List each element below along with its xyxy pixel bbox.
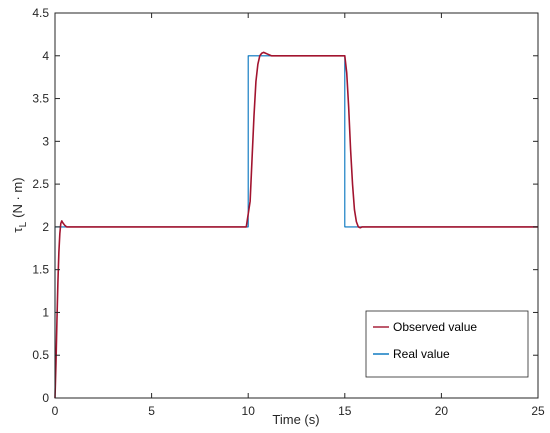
y-axis-title-unit: (N · m) [10,177,25,217]
y-tick-label: 4.5 [32,6,49,20]
y-tick-label: 0.5 [32,348,49,362]
x-axis-title: Time (s) [272,412,319,427]
legend-label-observed: Observed value [393,320,477,334]
legend-box [365,310,529,378]
y-tick-label: 4 [42,49,49,63]
y-tick-label: 1 [42,305,49,319]
legend-label-real: Real value [393,347,450,361]
y-axis-title-symbol: τ [10,227,25,233]
y-axis-title: τL (N · m) [10,177,29,232]
x-tick-label: 10 [242,404,256,418]
y-axis-title-subscript: L [18,221,29,227]
y-tick-label: 3.5 [32,92,49,106]
y-tick-label: 3 [42,134,49,148]
x-tick-label: 0 [52,404,59,418]
x-tick-label: 5 [148,404,155,418]
y-tick-label: 0 [42,391,49,405]
y-tick-label: 2.5 [32,177,49,191]
x-axis: 0 5 10 15 20 25 [52,13,545,418]
series-line-observed [54,51,538,399]
plot-frame [54,12,539,399]
y-axis: 0 0.5 1 1.5 2 2.5 3 3.5 4 4.5 [32,6,538,405]
x-tick-label: 15 [338,404,352,418]
y-tick-label: 2 [42,220,49,234]
y-tick-label: 1.5 [32,263,49,277]
x-tick-label: 20 [435,404,449,418]
x-tick-label: 25 [531,404,545,418]
legend: Observed value Real value [365,310,529,378]
